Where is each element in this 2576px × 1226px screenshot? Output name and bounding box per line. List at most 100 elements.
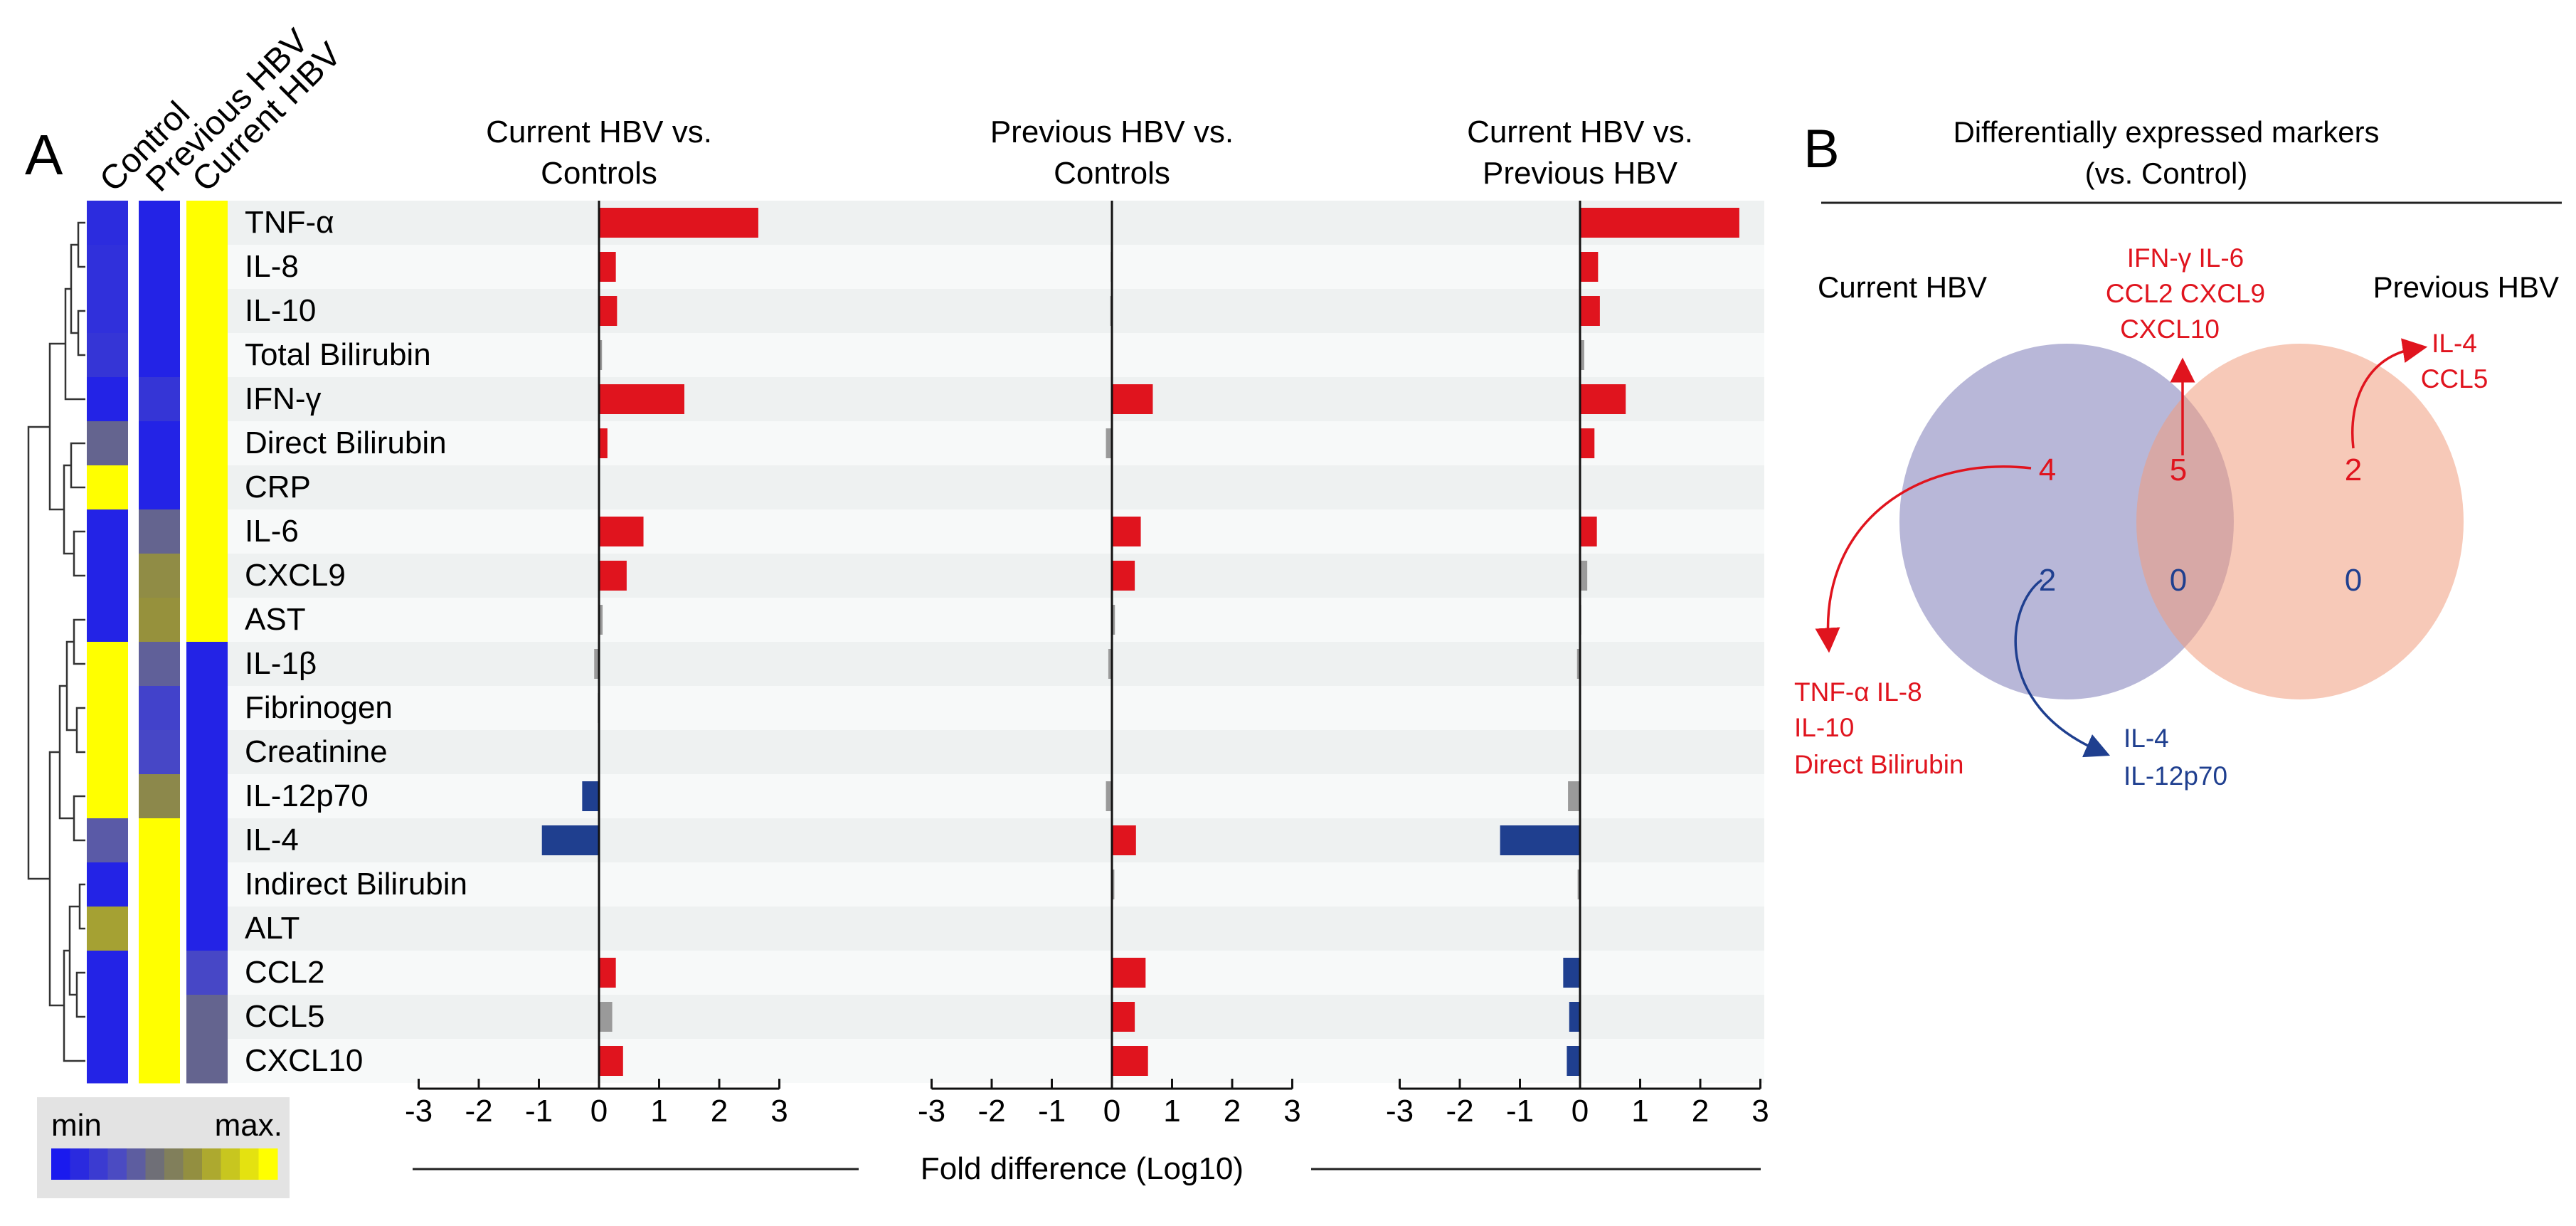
row-band xyxy=(228,465,1764,509)
row-band xyxy=(228,289,1764,333)
row-label: ALT xyxy=(245,911,300,946)
heatmap-cell xyxy=(139,509,180,554)
bar xyxy=(1580,296,1600,326)
heatmap-cell xyxy=(87,465,128,510)
legend-swatch xyxy=(70,1148,90,1180)
x-tick-label: 0 xyxy=(1103,1094,1120,1129)
bar xyxy=(599,561,627,591)
legend-gradient xyxy=(51,1148,278,1180)
bar xyxy=(599,252,616,282)
bar xyxy=(599,958,616,988)
bar xyxy=(1580,340,1584,370)
heatmap-cell xyxy=(87,509,128,554)
bar xyxy=(599,428,608,458)
row-label: CXCL9 xyxy=(245,558,346,593)
heatmap-cell xyxy=(87,995,128,1040)
heatmap-cell xyxy=(186,730,228,775)
x-tick-label: 1 xyxy=(650,1094,667,1129)
bar xyxy=(1500,825,1580,855)
heatmap-cell xyxy=(87,289,128,334)
set-label-current-hbv: Current HBV xyxy=(1818,270,1987,304)
row-label: Creatinine xyxy=(245,734,388,769)
row-band xyxy=(228,598,1764,642)
row-band xyxy=(228,730,1764,774)
bar xyxy=(1567,1046,1580,1076)
x-tick-label: -3 xyxy=(1386,1094,1414,1129)
heatmap-cell xyxy=(139,686,180,731)
heatmap-cell xyxy=(186,642,228,687)
svg-text:IL-10: IL-10 xyxy=(1794,713,1854,742)
bar xyxy=(599,605,603,635)
heatmap-cell xyxy=(139,598,180,643)
legend-swatch xyxy=(202,1148,221,1180)
row-label: IL-10 xyxy=(245,293,316,328)
panel-b-title-line2: (vs. Control) xyxy=(2085,157,2248,190)
heatmap-cell xyxy=(87,862,128,907)
count-shared-down: 0 xyxy=(2170,563,2187,598)
bar xyxy=(1580,208,1739,238)
heatmap-cell xyxy=(186,509,228,554)
arrow-current-up xyxy=(1815,465,2032,653)
legend-swatch xyxy=(164,1148,184,1180)
svg-text:TNF-α IL-8: TNF-α IL-8 xyxy=(1794,677,1922,707)
row-label: Direct Bilirubin xyxy=(245,426,447,460)
bar xyxy=(599,384,684,414)
row-label: AST xyxy=(245,602,306,637)
heatmap-cell xyxy=(87,201,128,245)
row-label: Total Bilirubin xyxy=(245,337,431,372)
heatmap-cell xyxy=(139,951,180,995)
heatmap-cell xyxy=(87,642,128,687)
heatmap-cell xyxy=(186,289,228,334)
svg-text:IL-4: IL-4 xyxy=(2124,724,2169,753)
heatmap-cell xyxy=(139,818,180,863)
annotation-previous-up: IL-4 CCL5 xyxy=(2421,329,2488,393)
bar xyxy=(1106,428,1112,458)
row-band xyxy=(228,509,1764,554)
heatmap-cell xyxy=(186,201,228,245)
venn-circle-previous-hbv xyxy=(2136,344,2464,699)
x-tick-label: -1 xyxy=(1038,1094,1066,1129)
x-tick-label: 3 xyxy=(1751,1094,1769,1129)
row-label: Fibrinogen xyxy=(245,690,393,725)
heatmap-cell xyxy=(186,554,228,598)
legend-swatch xyxy=(258,1148,278,1180)
bar xyxy=(1108,649,1112,679)
bar xyxy=(599,208,758,238)
bar xyxy=(1106,781,1112,811)
bar xyxy=(582,781,599,811)
count-previous-up: 2 xyxy=(2345,453,2362,487)
legend-min-label: min xyxy=(51,1108,102,1143)
bar xyxy=(1563,958,1580,988)
heatmap-cell xyxy=(87,245,128,290)
panel-b-title-line1: Differentially expressed markers xyxy=(1953,115,2379,149)
row-band xyxy=(228,642,1764,686)
heatmap-cell xyxy=(139,862,180,907)
svg-text:IFN-γ IL-6: IFN-γ IL-6 xyxy=(2127,243,2244,273)
panel-title-line2: Previous HBV xyxy=(1483,156,1678,191)
heatmap-cell xyxy=(87,333,128,378)
svg-text:Direct Bilirubin: Direct Bilirubin xyxy=(1794,750,1964,779)
legend-max-label: max. xyxy=(215,1108,282,1143)
bar xyxy=(1580,428,1595,458)
row-label: IL-1β xyxy=(245,646,317,681)
annotation-current-down: IL-4 IL-12p70 xyxy=(2124,724,2227,791)
panel-headers: Current HBV vs. Controls Previous HBV vs. C… xyxy=(486,115,1693,191)
heatmap-cell xyxy=(139,333,180,378)
row-label: IL-4 xyxy=(245,823,299,857)
bar xyxy=(1580,561,1588,591)
x-tick-label: -1 xyxy=(1506,1094,1534,1129)
panel-title-line2: Controls xyxy=(1054,156,1170,191)
bar xyxy=(1569,1002,1580,1032)
heatmap-cell xyxy=(186,774,228,819)
heatmap-cell xyxy=(139,774,180,819)
row-label: CCL2 xyxy=(245,955,325,990)
row-labels: TNF-α IL-8 IL-10 Total Bilirubin IFN-γ Direct… xyxy=(245,205,467,1078)
bar-panel: -3 -2 -1 0 1 2 3 xyxy=(405,201,788,1129)
bar xyxy=(599,1002,613,1032)
heatmap-cell xyxy=(186,686,228,731)
svg-text:CXCL10: CXCL10 xyxy=(2120,315,2220,344)
heatmap-cell xyxy=(186,377,228,422)
heatmap-cell xyxy=(87,421,128,466)
legend-swatch xyxy=(51,1148,70,1180)
